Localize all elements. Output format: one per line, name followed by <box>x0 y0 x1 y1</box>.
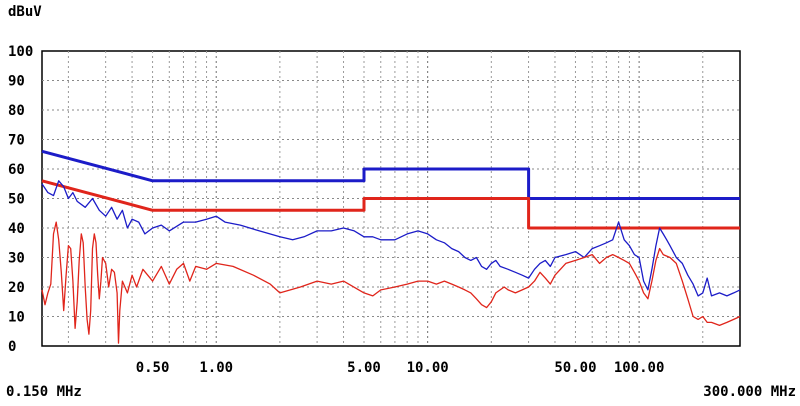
y-axis-unit: dBuV <box>8 4 42 20</box>
x-tick-label: 0.50 <box>136 360 170 376</box>
x-end-label: 300.000 MHz <box>703 384 796 400</box>
x-tick-label: 10.00 <box>407 360 449 376</box>
y-tick-label: 30 <box>8 251 25 267</box>
y-tick-label: 100 <box>8 44 33 60</box>
x-tick-label: 100.00 <box>614 360 665 376</box>
measurement-trace-2 <box>41 180 741 297</box>
y-tick-label: 80 <box>8 103 25 119</box>
x-tick-label: 1.00 <box>199 360 233 376</box>
y-tick-label: 40 <box>8 221 25 237</box>
y-tick-label: 20 <box>8 280 25 296</box>
x-axis-ticks: 0.50 1.00 5.00 10.00 50.00 100.00 <box>136 360 665 376</box>
y-tick-label: 60 <box>8 162 25 178</box>
y-tick-label: 10 <box>8 310 25 326</box>
grid-lines <box>42 51 740 346</box>
y-axis-ticks: 0 10 20 30 40 50 60 70 80 90 100 <box>8 44 33 355</box>
limit-line-1 <box>41 179 740 230</box>
y-tick-label: 0 <box>8 339 16 355</box>
y-tick-label: 50 <box>8 192 25 208</box>
x-tick-label: 50.00 <box>554 360 596 376</box>
x-tick-label: 5.00 <box>347 360 381 376</box>
x-start-label: 0.150 MHz <box>6 384 82 400</box>
series-layer <box>41 149 741 344</box>
y-tick-label: 70 <box>8 133 25 149</box>
measurement-trace-3 <box>41 221 741 344</box>
y-tick-label: 90 <box>8 74 25 90</box>
